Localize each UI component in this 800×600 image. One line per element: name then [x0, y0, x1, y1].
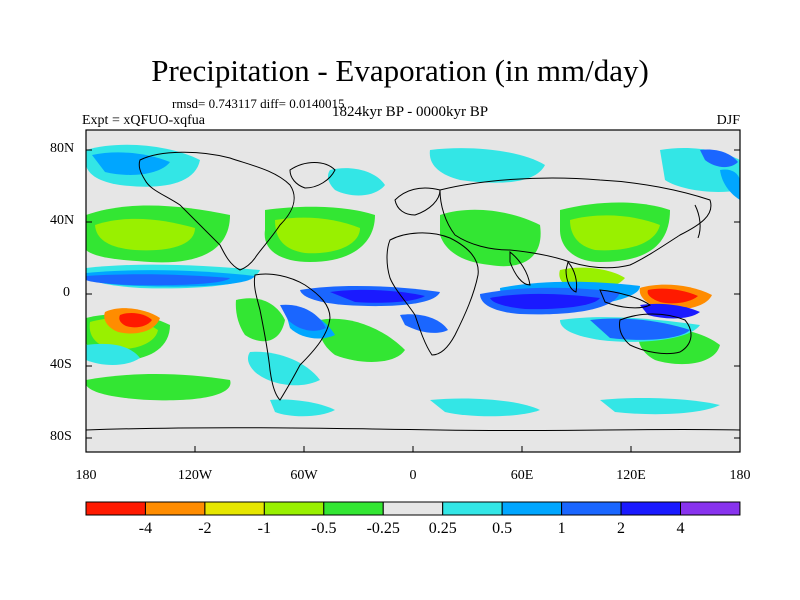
lon-tick-0: 0	[409, 468, 417, 483]
colorbar-swatch	[680, 501, 741, 516]
colorbar-label: 2	[617, 520, 626, 537]
map-title: Precipitation - Evaporation (in mm/day)	[151, 53, 649, 88]
field-dark-blue	[330, 289, 700, 319]
colorbar-swatch	[561, 501, 622, 516]
lon-tick-120e: 120E	[616, 468, 646, 483]
lon-tick-180w: 180	[75, 468, 97, 483]
lon-tick-60w: 60W	[290, 468, 318, 483]
lon-tick-60e: 60E	[510, 468, 534, 483]
field-orange-red	[104, 284, 712, 334]
period-label: 1824kyr BP - 0000kyr BP	[331, 104, 489, 120]
colorbar-swatch	[442, 501, 503, 516]
experiment-label: Expt = xQFUO-xqfua	[82, 113, 205, 128]
colorbar-label: -4	[138, 520, 153, 537]
lon-tick-180e: 180	[729, 468, 751, 483]
lat-tick-40s: 40S	[50, 357, 72, 372]
colorbar-swatch	[323, 501, 384, 516]
axis-ticks	[86, 149, 740, 452]
colorbar-label: -2	[198, 520, 212, 537]
lat-tick-80s: 80S	[50, 429, 72, 444]
coastlines	[86, 151, 740, 432]
colorbar-label: -0.25	[366, 520, 400, 537]
colorbar-swatch	[204, 501, 265, 516]
colorbar-swatch	[85, 501, 146, 516]
colorbar-swatch	[382, 501, 444, 516]
field-yellow-green	[89, 215, 660, 350]
colorbar-label: 4	[676, 520, 685, 537]
lat-tick-40n: 40N	[50, 213, 75, 228]
lat-tick-80n: 80N	[50, 141, 75, 156]
colorbar-swatch	[620, 501, 681, 516]
colorbar-swatch	[263, 501, 325, 516]
lon-tick-120w: 120W	[177, 468, 213, 483]
colorbar-swatch	[144, 501, 206, 516]
colorbar-label: 0.5	[492, 520, 513, 537]
colorbar-label: -1	[257, 520, 271, 537]
colorbar-swatch	[501, 501, 563, 516]
lat-tick-0: 0	[63, 285, 70, 300]
colorbar-label: -0.5	[311, 520, 337, 537]
colorbar-label: 0.25	[428, 520, 457, 537]
statistics-label: rmsd= 0.743117 diff= 0.0140015	[172, 96, 345, 111]
season-label: DJF	[716, 113, 740, 128]
colorbar-label: 1	[557, 520, 566, 537]
